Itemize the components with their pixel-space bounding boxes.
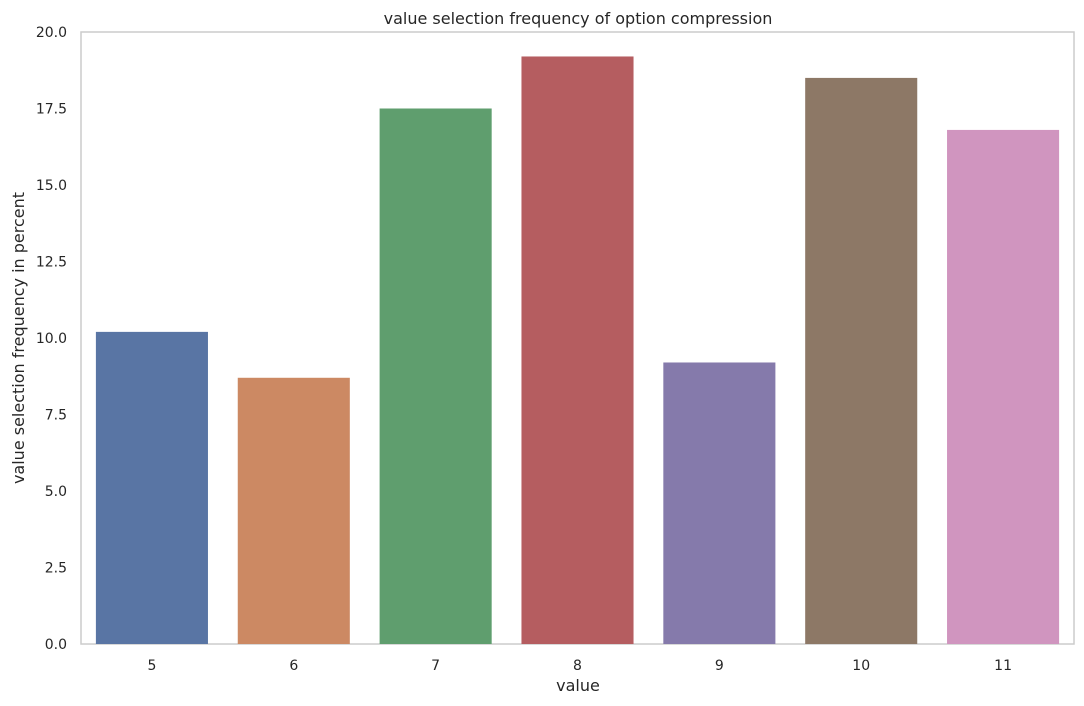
y-tick-label-2.5: 2.5 <box>45 561 67 577</box>
y-tick-label-0.0: 0.0 <box>45 637 67 653</box>
x-tick-label-6: 6 <box>289 658 298 674</box>
y-axis-ticks: 0.0 2.5 5.0 7.5 10.0 12.5 15.0 17.5 20.0 <box>36 25 67 653</box>
bar-9 <box>663 362 776 644</box>
y-tick-label-20.0: 20.0 <box>36 25 67 41</box>
y-tick-label-15.0: 15.0 <box>36 178 67 194</box>
y-tick-label-10.0: 10.0 <box>36 331 67 347</box>
x-axis-label: value <box>556 676 600 695</box>
x-tick-label-7: 7 <box>431 658 440 674</box>
bar-5 <box>95 331 208 644</box>
bar-6 <box>237 377 350 644</box>
bar-10 <box>805 77 918 644</box>
bar-11 <box>947 129 1060 645</box>
y-tick-label-7.5: 7.5 <box>45 408 67 424</box>
x-axis-ticks: 5 6 7 8 9 10 11 <box>147 658 1012 674</box>
bars-group <box>95 56 1060 645</box>
x-tick-label-5: 5 <box>147 658 156 674</box>
y-tick-label-5.0: 5.0 <box>45 484 67 500</box>
x-tick-label-11: 11 <box>994 658 1012 674</box>
y-tick-label-17.5: 17.5 <box>36 102 67 118</box>
x-tick-label-10: 10 <box>852 658 870 674</box>
y-tick-label-12.5: 12.5 <box>36 255 67 271</box>
x-tick-label-8: 8 <box>573 658 582 674</box>
chart-title: value selection frequency of option comp… <box>384 9 773 28</box>
y-axis-label: value selection frequency in percent <box>9 192 28 484</box>
bar-7 <box>379 108 492 644</box>
bar-8 <box>521 56 634 645</box>
x-tick-label-9: 9 <box>715 658 724 674</box>
